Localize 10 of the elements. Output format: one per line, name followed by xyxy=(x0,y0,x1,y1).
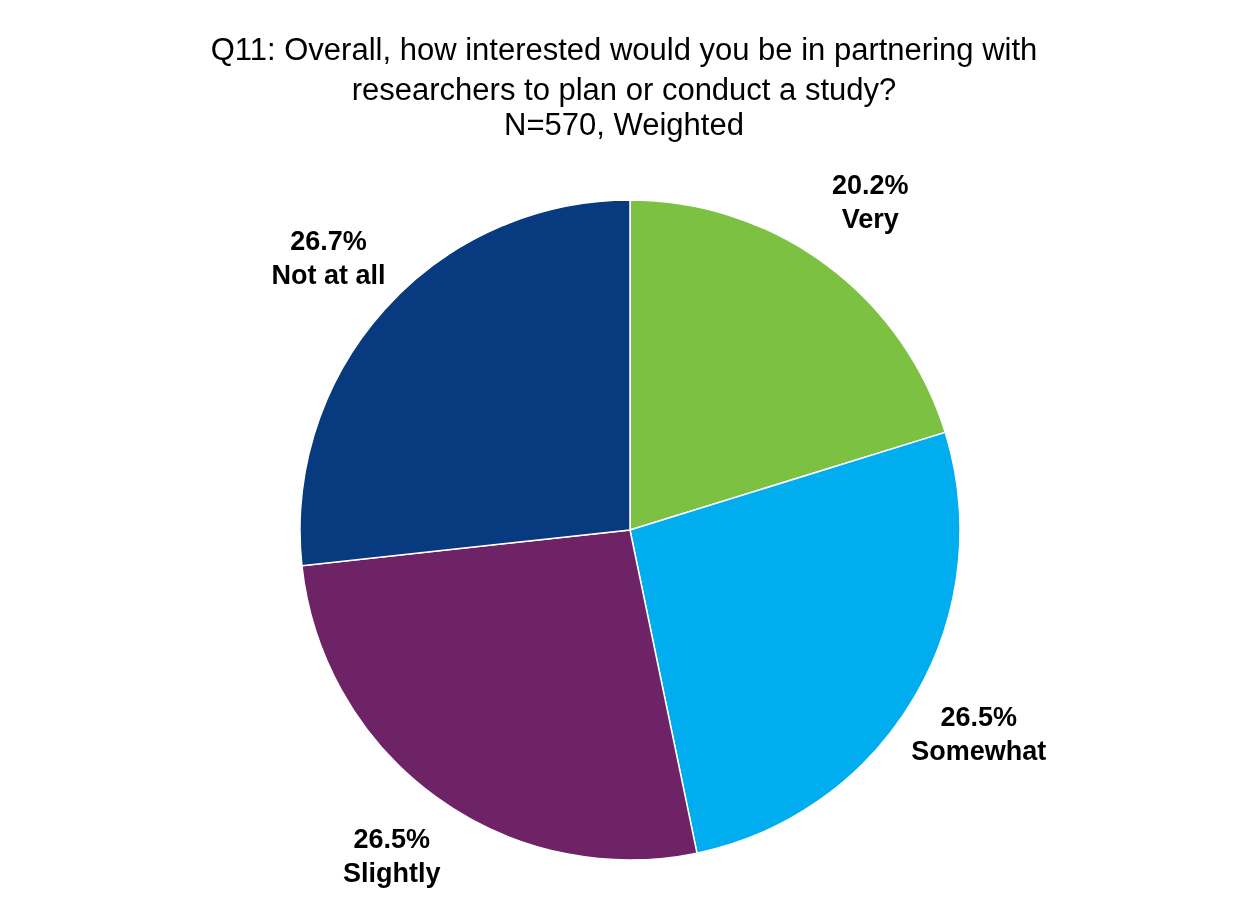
slice-label: Very xyxy=(841,204,899,234)
slice-label: Somewhat xyxy=(911,735,1047,766)
data-label: 26.5% xyxy=(940,701,1018,732)
slice-label: Not at all xyxy=(271,259,386,290)
chart-title: Q11: Overall, how interested would you be in partnering with researchers to plan or conduct a study? xyxy=(210,32,1038,107)
data-label: 26.5% xyxy=(353,823,431,854)
data-label: 20.2% xyxy=(832,170,909,200)
slice-label: Slightly xyxy=(342,857,441,888)
data-label: 26.7% xyxy=(290,225,367,256)
chart-subtitle: N=570, Weighted xyxy=(504,107,744,142)
